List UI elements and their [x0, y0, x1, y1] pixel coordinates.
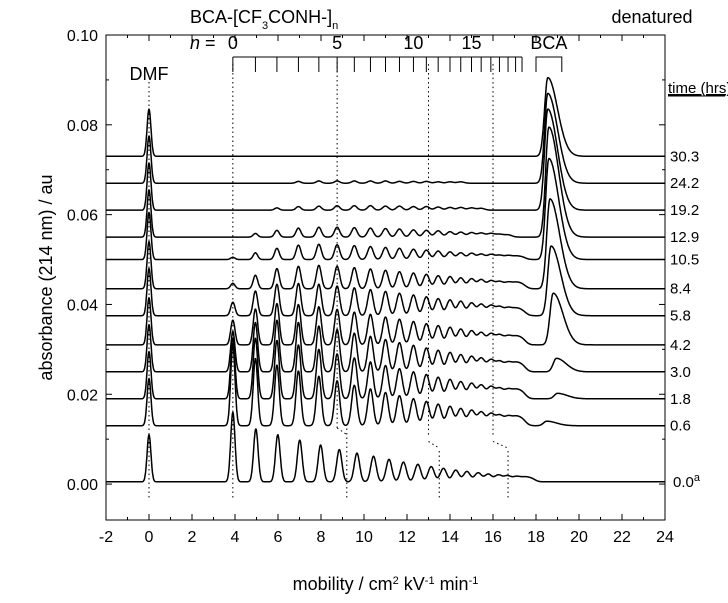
- x-tick-label: 0: [145, 529, 154, 546]
- x-tick-label: 14: [441, 529, 459, 546]
- trace-12-9: [105, 126, 666, 238]
- x-tick-label: 20: [570, 529, 588, 546]
- time-label: 1.8: [670, 391, 691, 408]
- guide-connector: [492, 440, 509, 449]
- time-label: 8.4: [670, 281, 691, 298]
- trace-19-2: [105, 108, 666, 211]
- x-tick-label: 10: [355, 529, 373, 546]
- y-tick-label: 0.10: [67, 28, 98, 45]
- time-label: 4.2: [670, 337, 691, 354]
- guide-connector: [428, 440, 440, 449]
- denatured-bca-label: BCA: [530, 33, 567, 53]
- trace-0-6: [105, 344, 666, 427]
- time-label: 10.5: [670, 252, 699, 269]
- trace-10-5: [105, 157, 666, 261]
- trace-24-2: [105, 92, 666, 184]
- ladder-number: 15: [461, 33, 481, 53]
- trace-4-2: [105, 292, 666, 346]
- guide-connector: [336, 427, 348, 436]
- time-label: 30.3: [670, 148, 699, 165]
- y-tick-label: 0.04: [67, 297, 98, 314]
- x-axis-label: mobility / cm2 kV-1 min-1: [293, 574, 479, 594]
- trace-3-0: [105, 319, 666, 373]
- denatured-bracket: [535, 56, 563, 72]
- trace-1-8: [105, 337, 666, 400]
- time-label: 0.0a: [673, 472, 701, 491]
- trace-0-0: [105, 411, 666, 483]
- guide-lines: [148, 61, 509, 498]
- time-header: time (hrs): [668, 80, 728, 97]
- time-label: 12.9: [670, 229, 699, 246]
- denatured-label: denatured: [611, 7, 692, 27]
- x-tick-label: 18: [527, 529, 545, 546]
- x-tick-label: -2: [99, 529, 113, 546]
- traces: [105, 76, 666, 483]
- trace-8-4: [105, 198, 666, 290]
- time-label: 0.6: [670, 418, 691, 435]
- trace-30-3: [105, 76, 666, 158]
- x-tick-label: 6: [274, 529, 283, 546]
- dmf-label: DMF: [130, 64, 169, 84]
- axes: -2 0 2 4 6 8 10 12 14 16 18 20 22 240.000.020.040.060…: [36, 28, 674, 594]
- x-tick-label: 2: [188, 529, 197, 546]
- annotations: 30.3 24.2 19.2 12.9 10.5 8.4 5.8 4.2 3.0 1.8 0.6 0.…: [130, 7, 728, 491]
- ladder-number: 10: [403, 33, 423, 53]
- x-tick-label: 8: [317, 529, 326, 546]
- series-title: BCA-[CF3CONH-]n: [190, 7, 338, 32]
- x-tick-label: 16: [484, 529, 502, 546]
- time-label: 3.0: [670, 364, 691, 381]
- plot-frame: [105, 34, 666, 521]
- time-label: 5.8: [670, 308, 691, 325]
- ladder-number: 0: [228, 33, 238, 53]
- ladder-number: 5: [332, 33, 342, 53]
- y-tick-label: 0.06: [67, 208, 98, 225]
- x-tick-label: 4: [231, 529, 240, 546]
- x-tick-label: 24: [656, 529, 674, 546]
- time-label: 24.2: [670, 175, 699, 192]
- x-tick-label: 22: [613, 529, 631, 546]
- x-tick-label: 12: [398, 529, 416, 546]
- trace-5-8: [105, 245, 666, 317]
- n-label: n =: [190, 33, 216, 53]
- y-tick-label: 0.00: [67, 477, 98, 494]
- y-tick-label: 0.08: [67, 118, 98, 135]
- y-tick-label: 0.02: [67, 387, 98, 404]
- time-label: 19.2: [670, 202, 699, 219]
- y-axis-label: absorbance (214 nm) / au: [36, 174, 56, 380]
